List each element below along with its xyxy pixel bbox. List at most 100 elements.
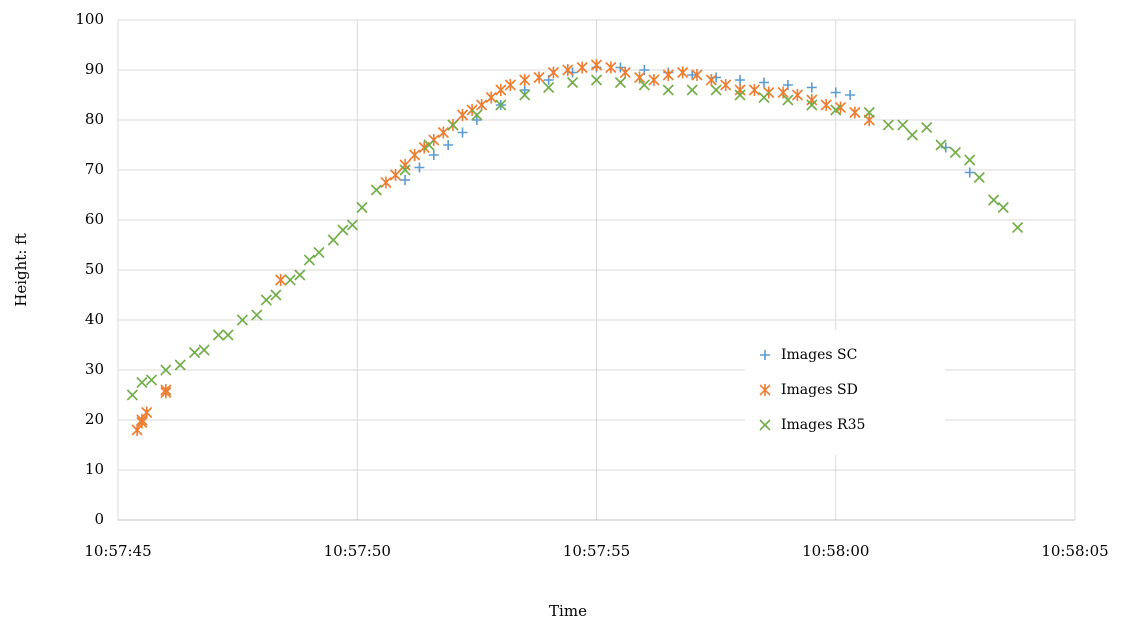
data-point bbox=[136, 416, 148, 429]
data-point bbox=[935, 139, 947, 151]
y-tick-label: 30 bbox=[85, 360, 104, 378]
data-point bbox=[590, 59, 603, 71]
data-point bbox=[830, 104, 842, 116]
data-point bbox=[126, 389, 138, 401]
legend-marker bbox=[759, 419, 771, 431]
data-point bbox=[820, 99, 832, 111]
data-point bbox=[423, 139, 435, 151]
x-tick-label: 10:58:00 bbox=[802, 542, 869, 560]
legend-box bbox=[745, 330, 945, 455]
data-point bbox=[882, 119, 894, 131]
y-tick-label: 40 bbox=[85, 310, 104, 328]
data-point bbox=[174, 359, 186, 371]
data-point bbox=[313, 246, 325, 259]
data-point bbox=[964, 154, 976, 166]
y-tick-label: 70 bbox=[85, 160, 104, 178]
data-point bbox=[141, 406, 153, 419]
data-point bbox=[303, 254, 315, 266]
data-point bbox=[758, 77, 769, 88]
data-point bbox=[212, 329, 225, 341]
data-point bbox=[294, 269, 306, 281]
data-point bbox=[456, 109, 469, 121]
data-point bbox=[519, 85, 530, 95]
data-point bbox=[633, 71, 646, 84]
data-point bbox=[562, 64, 574, 76]
data-point bbox=[136, 376, 148, 389]
data-point bbox=[863, 106, 875, 119]
data-point bbox=[471, 109, 483, 121]
y-tick-label: 10 bbox=[85, 460, 104, 478]
data-point bbox=[270, 289, 282, 301]
x-tick-label: 10:57:50 bbox=[324, 542, 391, 560]
data-point bbox=[131, 424, 143, 436]
data-point bbox=[327, 234, 339, 246]
data-point bbox=[519, 89, 531, 101]
data-point bbox=[476, 99, 488, 111]
data-point bbox=[547, 66, 560, 79]
y-tick-label: 20 bbox=[85, 410, 104, 428]
y-tick-label: 60 bbox=[85, 210, 104, 228]
data-point bbox=[734, 89, 746, 101]
data-point bbox=[236, 314, 248, 326]
data-point bbox=[906, 129, 918, 141]
data-point bbox=[662, 69, 674, 81]
data-point bbox=[1012, 221, 1024, 234]
data-point bbox=[533, 71, 545, 84]
x-axis-label: Time bbox=[549, 602, 587, 620]
data-point bbox=[198, 344, 210, 356]
data-point bbox=[758, 91, 770, 104]
data-point bbox=[443, 140, 454, 150]
data-point bbox=[576, 61, 588, 74]
data-point bbox=[949, 146, 961, 159]
data-point bbox=[160, 364, 172, 376]
y-tick-label: 80 bbox=[85, 110, 104, 128]
legend-label: Images R35 bbox=[781, 417, 865, 433]
y-tick-label: 90 bbox=[85, 60, 104, 78]
data-point bbox=[389, 169, 402, 181]
legend-label: Images SD bbox=[781, 382, 858, 398]
data-point bbox=[830, 87, 841, 98]
data-point bbox=[973, 171, 985, 184]
data-point bbox=[691, 69, 703, 81]
data-point bbox=[145, 374, 158, 386]
data-point bbox=[504, 79, 516, 91]
data-point bbox=[590, 74, 603, 86]
data-point bbox=[921, 121, 933, 134]
data-point bbox=[687, 70, 698, 80]
data-point bbox=[370, 184, 382, 196]
data-point bbox=[897, 119, 909, 131]
data-point bbox=[845, 90, 856, 100]
data-point bbox=[782, 94, 794, 106]
data-point bbox=[380, 176, 392, 189]
data-point bbox=[605, 61, 617, 74]
y-axis-label: Height: ft bbox=[12, 233, 30, 306]
x-tick-label: 10:57:45 bbox=[84, 542, 151, 560]
legend-marker bbox=[759, 384, 771, 396]
data-point bbox=[428, 150, 439, 160]
data-point bbox=[662, 84, 674, 96]
data-point bbox=[495, 99, 507, 111]
data-point bbox=[471, 115, 482, 125]
y-tick-label: 0 bbox=[94, 510, 104, 528]
data-point bbox=[160, 386, 172, 399]
data-point bbox=[806, 99, 818, 111]
data-point bbox=[485, 91, 497, 104]
data-point bbox=[710, 84, 722, 96]
data-point bbox=[567, 76, 579, 89]
data-point bbox=[495, 84, 507, 96]
data-point bbox=[275, 274, 287, 286]
data-point bbox=[614, 76, 626, 89]
data-point bbox=[988, 194, 1000, 206]
data-point bbox=[337, 224, 349, 236]
data-point bbox=[638, 79, 650, 91]
data-point bbox=[791, 89, 804, 101]
data-point bbox=[705, 74, 717, 86]
y-tick-label: 50 bbox=[85, 260, 104, 278]
data-point bbox=[409, 149, 421, 161]
data-point bbox=[447, 119, 459, 131]
data-point bbox=[964, 167, 975, 178]
data-point bbox=[400, 175, 411, 185]
data-point bbox=[777, 86, 789, 99]
y-tick-label: 100 bbox=[75, 10, 104, 28]
data-point bbox=[260, 294, 272, 306]
